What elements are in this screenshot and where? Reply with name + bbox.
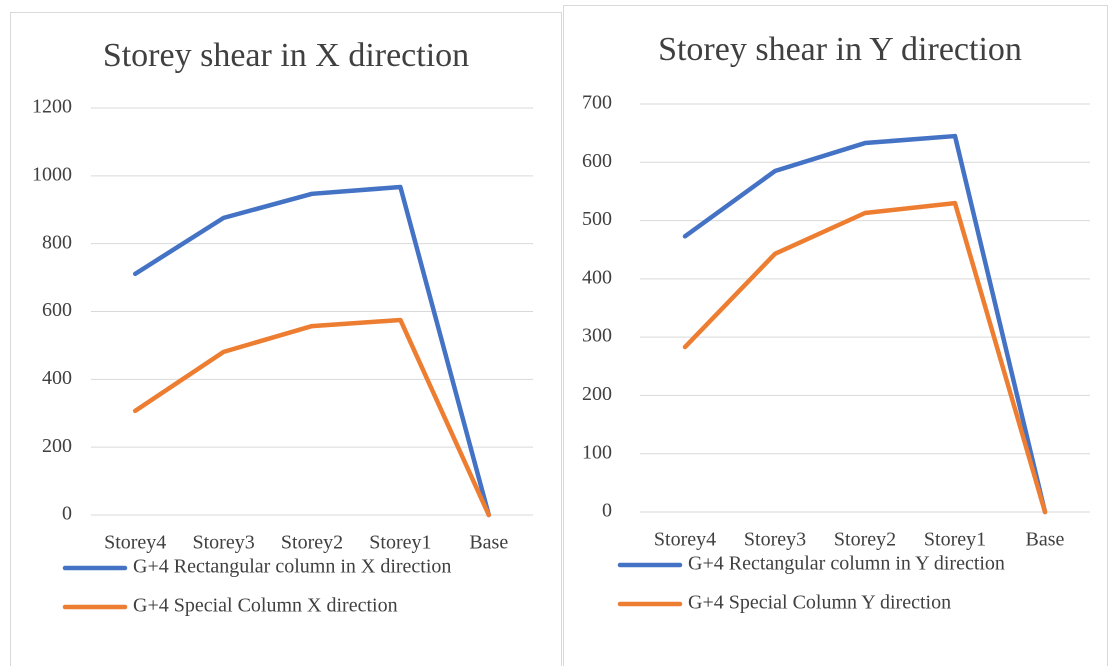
legend-label: G+4 Rectangular column in X direction <box>133 556 451 578</box>
legend-label: G+4 Rectangular column in Y direction <box>688 553 1005 575</box>
x-tick-label: Base <box>469 532 508 554</box>
x-tick-label: Storey4 <box>104 532 166 554</box>
x-tick-label: Storey2 <box>834 529 896 551</box>
series-line <box>132 184 492 518</box>
series-line <box>132 317 492 518</box>
y-tick-label: 200 <box>582 383 612 405</box>
y-tick-label: 400 <box>582 266 612 288</box>
x-tick-label: Storey2 <box>281 532 343 554</box>
x-tick-label: Storey3 <box>744 529 806 551</box>
y-tick-label: 300 <box>582 325 612 347</box>
y-tick-label: 700 <box>582 92 612 114</box>
x-tick-label: Storey4 <box>654 529 716 551</box>
chart-frame <box>10 12 562 666</box>
x-tick-label: Storey3 <box>192 532 254 554</box>
chart-frame <box>563 5 1108 666</box>
y-tick-label: 100 <box>582 441 612 463</box>
y-tick-label: 1200 <box>32 96 72 118</box>
x-tick-label: Storey1 <box>924 529 986 551</box>
y-tick-label: 200 <box>42 435 72 457</box>
x-tick-label: Base <box>1026 529 1065 551</box>
x-tick-label: Storey1 <box>369 532 431 554</box>
legend-label: G+4 Special Column X direction <box>133 595 398 617</box>
chart-title: Storey shear in X direction <box>103 37 469 74</box>
y-tick-label: 0 <box>602 500 612 522</box>
y-tick-label: 1000 <box>32 163 72 185</box>
y-tick-label: 400 <box>42 367 72 389</box>
series-line <box>682 133 1048 515</box>
y-tick-label: 0 <box>62 503 72 525</box>
y-tick-label: 800 <box>42 231 72 253</box>
y-tick-label: 600 <box>582 150 612 172</box>
series-line <box>682 200 1048 515</box>
legend-label: G+4 Special Column Y direction <box>688 592 951 614</box>
y-tick-label: 600 <box>42 299 72 321</box>
y-tick-label: 500 <box>582 208 612 230</box>
chart-title: Storey shear in Y direction <box>658 31 1022 68</box>
